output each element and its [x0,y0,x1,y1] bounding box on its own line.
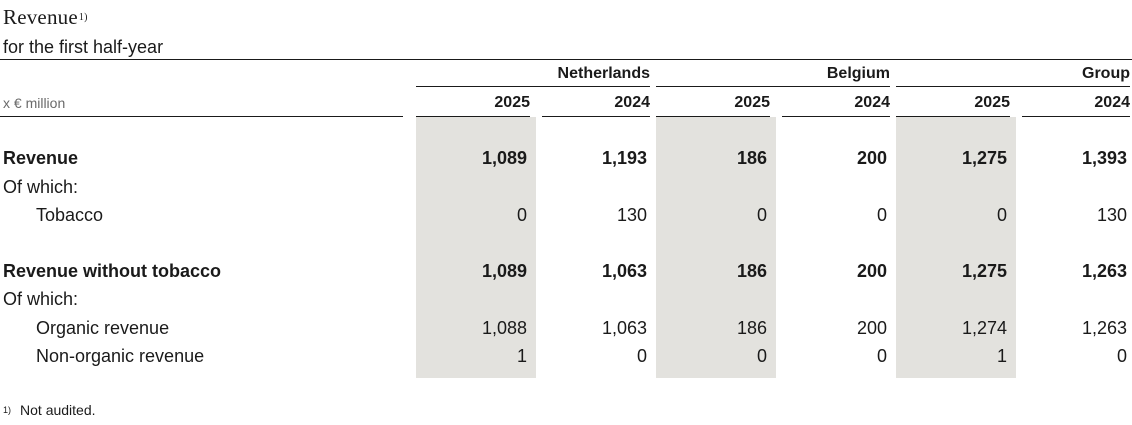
group-header-netherlands: Netherlands [557,65,650,82]
year-rule [416,116,530,117]
year-rule [896,116,1010,117]
year-header: 2024 [614,94,650,111]
table-cell: 186 [736,148,767,168]
table-cell: 200 [856,318,887,338]
row-label-of-which: Of which: [3,177,79,197]
year-header: 2024 [1094,94,1130,111]
row-label-non-organic-revenue: Non-organic revenue [36,346,205,366]
table-cell: 0 [996,205,1007,225]
table-cell: 1 [516,346,527,366]
group-rule-group [896,86,1130,87]
table-cell: 1,063 [601,261,647,281]
table-cell: 1,063 [601,318,647,338]
table-cell: 186 [736,318,767,338]
table-cell: 0 [756,346,767,366]
table-subtitle: for the first half-year [3,37,164,57]
table-cell: 130 [616,205,647,225]
top-rule [0,59,1132,60]
row-label-of-which: Of which: [3,289,79,309]
row-label-revenue: Revenue [3,148,79,168]
year-header: 2025 [494,94,530,111]
unit-label: x € million [3,95,66,111]
shade-group-2025 [896,117,1016,378]
table-cell: 0 [876,346,887,366]
table-cell: 0 [756,205,767,225]
table-cell: 0 [636,346,647,366]
footnote-text: Not audited. [20,402,96,418]
row-label-tobacco: Tobacco [36,205,104,225]
group-rule-belgium [656,86,890,87]
group-header-group: Group [1082,65,1130,82]
table-cell: 1,089 [481,148,527,168]
table-cell: 0 [516,205,527,225]
table-cell: 1,274 [961,318,1007,338]
table-cell: 0 [1116,346,1127,366]
table-cell: 1,193 [601,148,647,168]
table-cell: 0 [876,205,887,225]
title-text: Revenue [3,5,78,29]
year-rule [656,116,770,117]
group-header-belgium: Belgium [826,65,890,82]
shade-belgium-2025 [656,117,776,378]
table-cell: 130 [1096,205,1127,225]
year-rule [542,116,650,117]
footnote-marker: 1) [3,405,12,415]
table-title: Revenue1) [3,4,88,30]
footnote: 1) Not audited. [3,401,96,419]
shade-netherlands-2025 [416,117,536,378]
table-cell: 1,263 [1081,261,1127,281]
table-cell: 1,393 [1081,148,1127,168]
table-cell: 186 [736,261,767,281]
table-cell: 1,089 [481,261,527,281]
table-cell: 1,088 [481,318,527,338]
table-cell: 200 [856,148,887,168]
table-cell: 1,275 [961,261,1007,281]
label-column-rule [0,116,403,117]
row-label-revenue-without-tobacco: Revenue without tobacco [3,261,222,281]
year-rule [1022,116,1130,117]
year-header: 2024 [854,94,890,111]
table-cell: 200 [856,261,887,281]
year-header: 2025 [734,94,770,111]
table-cell: 1,275 [961,148,1007,168]
table-cell: 1 [996,346,1007,366]
row-label-organic-revenue: Organic revenue [36,318,170,338]
table-cell: 1,263 [1081,318,1127,338]
year-rule [782,116,890,117]
year-header: 2025 [974,94,1010,111]
group-rule-netherlands [416,86,650,87]
title-footnote-marker: 1) [78,12,88,23]
